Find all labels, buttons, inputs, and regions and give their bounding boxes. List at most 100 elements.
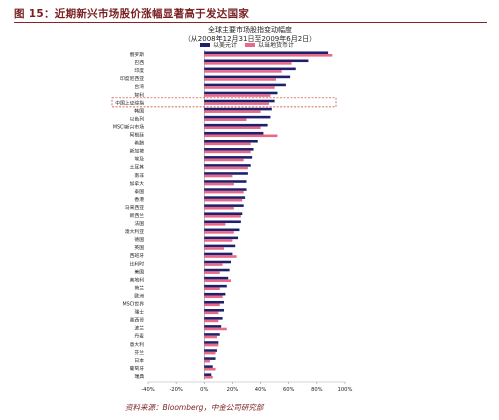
category-label: 埃及 bbox=[134, 156, 144, 163]
source-note: 资料来源：Bloomberg，中金公司研究部 bbox=[125, 403, 264, 412]
bar-usd bbox=[204, 333, 220, 336]
bar-local bbox=[204, 327, 227, 331]
category-label: 意大利 bbox=[130, 341, 145, 348]
bar-local bbox=[204, 375, 213, 379]
category-label: 奥地利 bbox=[130, 276, 145, 283]
bar-usd bbox=[204, 260, 232, 264]
category-label: 香港 bbox=[134, 196, 144, 203]
bar-local bbox=[204, 335, 217, 339]
bar-usd bbox=[204, 75, 291, 79]
bar-local bbox=[204, 215, 241, 218]
x-tick-label: -20% bbox=[169, 387, 182, 393]
category-label: MSCI世界 bbox=[122, 301, 144, 308]
category-label: 日本 bbox=[134, 357, 144, 364]
bar-usd bbox=[204, 309, 224, 312]
legend-item-local: 以当地货币计 bbox=[245, 40, 294, 49]
bar-local bbox=[204, 255, 237, 258]
category-label: 中国上证综指 bbox=[115, 99, 144, 106]
bar-usd bbox=[204, 83, 286, 87]
bar-local bbox=[204, 150, 251, 154]
bar-usd bbox=[204, 188, 247, 191]
category-label: 马来西亚 bbox=[125, 204, 144, 211]
x-tick-label: 100% bbox=[338, 387, 353, 393]
bar-usd bbox=[204, 341, 219, 344]
category-label: 法国 bbox=[134, 220, 144, 227]
category-label: 美国 bbox=[134, 268, 144, 275]
bar-local bbox=[204, 311, 219, 315]
category-label: 韩国 bbox=[134, 107, 144, 114]
bar-local bbox=[204, 86, 275, 89]
bar-usd bbox=[204, 357, 216, 360]
bar-local bbox=[204, 78, 277, 81]
bar-usd bbox=[204, 51, 329, 55]
bar-usd bbox=[204, 220, 241, 224]
bar-local bbox=[204, 271, 220, 274]
category-label: 巴西 bbox=[134, 60, 144, 66]
category-label: 丹麦 bbox=[134, 333, 144, 340]
bar-usd bbox=[204, 204, 244, 207]
highlight-box bbox=[111, 97, 337, 108]
chart-title: 全球主要市场股指变动幅度 bbox=[208, 26, 292, 34]
bar-usd bbox=[204, 212, 243, 215]
bar-local bbox=[204, 231, 234, 234]
category-label: 阿根廷 bbox=[130, 132, 145, 139]
bar-usd bbox=[204, 373, 212, 376]
bar-local bbox=[204, 263, 223, 266]
bar-usd bbox=[204, 325, 222, 328]
legend-item-usd: 以美元计 bbox=[200, 40, 237, 49]
bar-usd bbox=[204, 156, 253, 159]
bar-local bbox=[204, 134, 278, 138]
bar-local bbox=[204, 303, 220, 307]
category-label: 葡萄牙 bbox=[130, 365, 145, 372]
bar-local bbox=[204, 70, 282, 73]
bar-usd bbox=[204, 59, 309, 63]
category-label: 西班牙 bbox=[130, 252, 145, 259]
title-rule bbox=[14, 22, 487, 23]
category-label: 比利时 bbox=[130, 260, 145, 267]
bar-local bbox=[204, 142, 251, 146]
bar-usd bbox=[204, 300, 224, 304]
bar-usd bbox=[204, 164, 251, 167]
bar-usd bbox=[204, 349, 217, 352]
chart-legend: 以美元计 以当地货币计 bbox=[200, 40, 294, 49]
bar-usd bbox=[204, 252, 233, 256]
bar-usd bbox=[204, 236, 239, 240]
category-label: 土耳其 bbox=[130, 164, 145, 171]
bar-local bbox=[204, 287, 220, 291]
legend-swatch-usd bbox=[200, 42, 210, 47]
category-label: 俄罗斯 bbox=[130, 51, 145, 58]
bar-local bbox=[204, 166, 248, 170]
x-tick-label: 60% bbox=[283, 387, 295, 393]
bar-usd bbox=[204, 228, 240, 232]
category-label: 希腊 bbox=[134, 140, 144, 147]
category-label: 波兰 bbox=[134, 325, 144, 332]
bar-local bbox=[204, 126, 261, 130]
bar-usd bbox=[204, 148, 254, 151]
legend-swatch-local bbox=[245, 42, 256, 47]
bar-local bbox=[204, 118, 247, 121]
category-label: 澳大利亚 bbox=[125, 228, 144, 235]
bar-local bbox=[204, 174, 233, 178]
bar-local bbox=[204, 190, 244, 194]
bar-usd bbox=[204, 196, 246, 199]
legend-label-local: 以当地货币计 bbox=[258, 42, 295, 49]
bar-usd bbox=[204, 139, 258, 143]
category-label: 台湾 bbox=[134, 83, 144, 90]
category-label: MSCI新兴市场 bbox=[113, 123, 144, 130]
legend-label-usd: 以美元计 bbox=[213, 42, 238, 49]
bar-local bbox=[204, 62, 292, 65]
bar-usd bbox=[204, 317, 223, 320]
category-label: 瑞典 bbox=[134, 373, 144, 380]
bar-usd bbox=[204, 268, 230, 272]
bar-local bbox=[204, 102, 270, 105]
x-tick-label: 20% bbox=[227, 387, 239, 393]
x-tick-label: -40% bbox=[141, 387, 154, 393]
bar-local bbox=[204, 198, 243, 202]
bar-usd bbox=[204, 276, 229, 280]
bar-local bbox=[204, 54, 333, 57]
bar-local bbox=[204, 247, 224, 250]
chart-subtitle: （从2008年12月31日至2009年6月2日） bbox=[183, 35, 317, 43]
bar-usd bbox=[204, 115, 271, 119]
bar-usd bbox=[204, 67, 296, 71]
